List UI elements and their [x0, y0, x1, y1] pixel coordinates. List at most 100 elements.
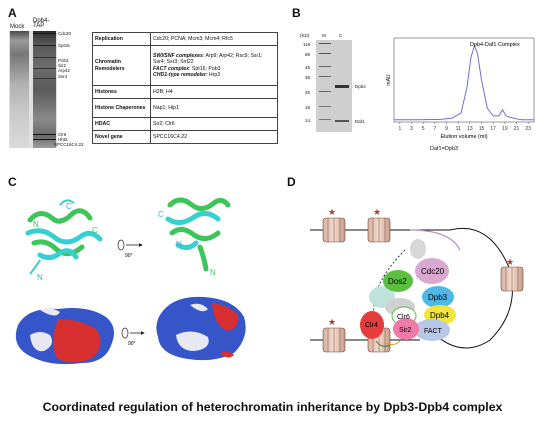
figure-caption: Coordinated regulation of heterochromati…: [42, 400, 503, 414]
table-content: SPCC16C4.22: [150, 130, 278, 144]
protein-label-dpb3: Dpb3: [428, 293, 448, 302]
table-category: Replication: [92, 32, 151, 46]
x-tick-label: 21: [514, 126, 520, 132]
x-tick-label: 13: [467, 126, 473, 132]
lane-header-c: C: [339, 33, 343, 38]
marker-label: 45: [305, 65, 311, 70]
marker-label: 116: [303, 42, 311, 47]
nucleosome: [322, 327, 346, 353]
y-axis-label: mAU: [386, 74, 392, 86]
gel-lane-mock: [10, 31, 29, 148]
lane-header-m: M: [322, 33, 326, 38]
table-content: SWI/SNF complexes: Arp9; Arp42; Rsc9; Ss…: [150, 45, 278, 86]
table-row: Histones H2B; H4: [92, 85, 278, 99]
table-category: HDAC: [92, 117, 151, 131]
curved-arrow-icon: [375, 340, 391, 347]
rotation-arrow-icon: [117, 239, 143, 251]
table-row: HDAC Sir2; Clr6: [92, 117, 278, 131]
table-row: Chromatin Remodelers SWI/SNF complexes: …: [92, 45, 278, 86]
table-row: Novel gene SPCC16C4.22: [92, 130, 278, 144]
x-tick-label: 19: [502, 126, 508, 132]
protein-dos2: [383, 270, 413, 292]
panel-letter-d: D: [287, 175, 296, 189]
table-text: : Hrp3: [206, 71, 221, 78]
chain-label: N: [176, 240, 182, 249]
elution-trace: [394, 44, 534, 121]
band-label: Pob3: [58, 58, 69, 63]
chain-label: N: [37, 273, 43, 282]
ribbon-structure-front: [25, 199, 103, 275]
chain-label: C: [92, 226, 98, 235]
band-label: Hht2: [58, 137, 68, 142]
marker-label: 25: [305, 90, 311, 95]
gel-lane-dpb4-tap: [33, 31, 56, 148]
protein-label-clr4: Clr4: [365, 322, 378, 329]
band-label: SPCC16C4.22: [54, 142, 84, 147]
protein-structures: N C N C 90° C N N: [15, 197, 246, 365]
band-label: Ssr4: [58, 74, 68, 79]
chart-footnote: Daf1=Dpb3: [430, 146, 458, 152]
protein-table: Replication Cdc20; PCNA; Mcm3; Mcm4; Rfc…: [92, 32, 278, 144]
panel-letter-c: C: [8, 175, 17, 189]
nucleosome: [500, 266, 524, 292]
marker-label: 14: [305, 118, 311, 123]
svg-text:★: ★: [506, 258, 514, 268]
table-emph: CHD1-type remodeler: [153, 71, 207, 78]
kd-label: (KD): [300, 33, 310, 38]
x-tick-label: 1: [398, 126, 401, 132]
lane-label-dpb4-tap: Dpb4-TAP: [33, 18, 50, 29]
panel-letter-a: A: [8, 6, 17, 20]
curved-arrow-icon: [385, 340, 401, 346]
table-row: Histone Chaperones Nap1; Hip1: [92, 98, 278, 118]
x-tick-label: 9: [445, 126, 448, 132]
rotation-label: 90°: [128, 341, 136, 347]
x-tick-label: 23: [525, 126, 531, 132]
ribbon-structure-rotated: [165, 197, 231, 272]
table-category: Novel gene: [92, 130, 151, 144]
svg-text:★: ★: [328, 208, 336, 218]
protein-label-dos2: Dos2: [388, 277, 407, 286]
nucleosome: [322, 217, 346, 243]
band-label: Sir2: [58, 63, 67, 68]
table-content: H2B; H4: [150, 85, 278, 99]
table-content: Cdc20; PCNA; Mcm3; Mcm4; Rfc5: [150, 32, 278, 46]
x-tick-label: 15: [479, 126, 485, 132]
x-tick-label: 11: [456, 126, 461, 132]
table-content: Sir2; Clr6: [150, 117, 278, 131]
protein-label-sir2: Sir2: [399, 327, 412, 334]
x-tick-label: 17: [490, 126, 496, 132]
x-tick-label: 7: [433, 126, 436, 132]
chain-label: N: [210, 268, 216, 277]
chain-label: N: [33, 220, 39, 229]
protein-sir2: [393, 318, 419, 340]
unlabeled-subunit: [410, 239, 426, 259]
table-content: Nap1; Hip1: [150, 98, 278, 118]
coomassie-gel: [316, 40, 352, 132]
table-emph: SWI/SNF complexes: [153, 53, 203, 60]
chain-label: C: [158, 210, 164, 219]
nucleosome: [367, 217, 391, 243]
silver-stain-gel: [9, 31, 57, 148]
table-category: Chromatin Remodelers: [92, 45, 151, 86]
marker-label: 66: [305, 52, 311, 57]
table-category: Histones: [92, 85, 151, 99]
protein-label-clr6: Clr6: [397, 314, 410, 321]
x-tick-label: 5: [422, 126, 425, 132]
chart-title: Dpb4-Daf1 Complex: [470, 42, 520, 48]
svg-text:★: ★: [328, 318, 336, 328]
band-label-daf1: Daf1: [355, 119, 365, 124]
table-emph: FACT complex: [153, 65, 190, 72]
x-axis-label: Elution volume (ml): [440, 134, 487, 140]
marker-label: 35: [305, 75, 311, 80]
band-label: Arp42: [58, 68, 71, 73]
marker-label: 18: [305, 105, 311, 110]
protein-label-dpb4: Dpb4: [430, 311, 450, 320]
band-label-dpb4: Dpb4: [355, 84, 366, 89]
table-row: Replication Cdc20; PCNA; Mcm3; Mcm4; Rfc…: [92, 32, 278, 46]
panel-letter-b: B: [292, 6, 301, 20]
svg-text:★: ★: [373, 208, 381, 218]
x-tick-label: 3: [410, 126, 413, 132]
lane-label-mock: Mock: [10, 24, 25, 30]
electrostatic-surface-front: [15, 308, 114, 365]
